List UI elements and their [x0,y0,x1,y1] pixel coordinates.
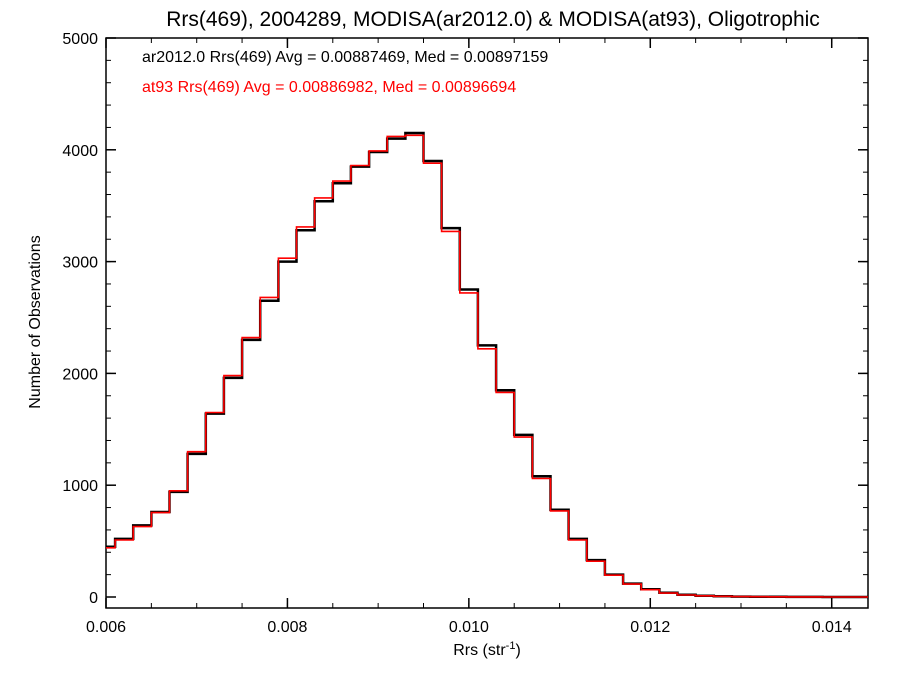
y-tick-label: 3000 [62,255,98,272]
annotation-ar2012: ar2012.0 Rrs(469) Avg = 0.00887469, Med … [142,49,548,66]
x-axis-label: Rrs (str-1) [453,640,521,659]
x-tick-label: 0.008 [267,619,307,636]
chart-title: Rrs(469), 2004289, MODISA(ar2012.0) & MO… [166,8,820,31]
x-tick-label: 0.006 [86,619,126,636]
x-tick-label: 0.012 [630,619,670,636]
x-tick-label: 0.010 [449,619,489,636]
x-tick-label: 0.014 [812,619,852,636]
y-tick-label: 2000 [62,366,98,383]
plot-layer: 0 1000 2000 3000 4000 5000 0.006 0.008 0.010 0.01… [62,31,869,636]
annotation-at93: at93 Rrs(469) Avg = 0.00886982, Med = 0.… [142,79,516,96]
series-line-at93 [106,134,868,598]
x-axis-label-sup: -1 [506,640,516,652]
series-line-ar2012.0 [106,131,868,599]
x-axis-label-end: ) [515,642,520,659]
y-tick-label: 1000 [62,478,98,495]
x-axis-label-main: Rrs (str [453,642,506,659]
y-tick-label: 0 [89,590,98,607]
y-tick-label: 5000 [62,31,98,48]
y-tick-label: 4000 [62,143,98,160]
y-axis-label: Number of Observations [27,235,44,408]
plot-frame [105,37,869,609]
